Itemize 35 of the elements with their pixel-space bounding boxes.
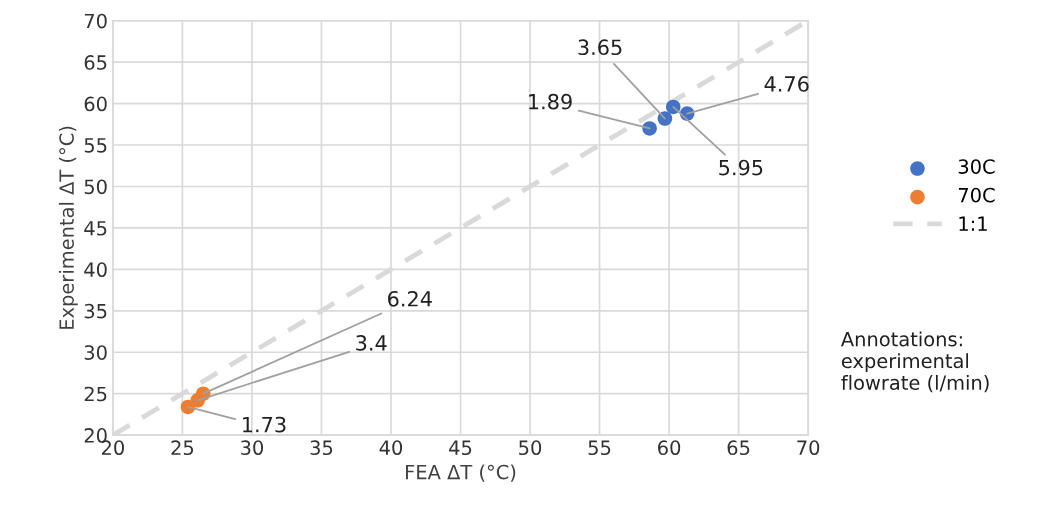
annotation: 3.4 — [356, 335, 387, 351]
y-tick-label: 70 — [84, 13, 107, 29]
y-tick-label: 35 — [84, 303, 107, 319]
x-tick-label: 40 — [379, 440, 403, 456]
x-tick-label: 35 — [310, 440, 333, 456]
y-tick-label: 25 — [84, 386, 107, 402]
point — [665, 99, 681, 115]
x-tick-label: 55 — [588, 440, 611, 456]
y-tick-label: 30 — [84, 345, 107, 360]
y-tick-label: 55 — [84, 138, 107, 153]
y-tick-label: 45 — [84, 221, 107, 236]
annotation: 5.95 — [719, 159, 763, 176]
y-tick-label: 60 — [84, 96, 107, 112]
annotation: 4.76 — [764, 76, 809, 92]
x-tick-label: 45 — [449, 440, 472, 456]
legend-label: 70C — [958, 187, 995, 203]
x-tick-label: 50 — [519, 440, 542, 456]
text: Annotations: experimental flowrate (l/min) — [840, 331, 989, 393]
y-tick-label: 65 — [84, 55, 107, 70]
point — [657, 111, 673, 126]
x-axis-title: FEA ΔT (°C) — [406, 464, 516, 482]
x-tick-label: 70 — [797, 440, 820, 456]
annotation: 3.65 — [578, 39, 622, 56]
x-tick-label: 30 — [241, 440, 264, 456]
annotation: 1.73 — [243, 416, 286, 433]
y-tick-label: 50 — [84, 179, 107, 195]
legend-label: 30C — [958, 159, 995, 174]
annotation: 6.24 — [388, 290, 432, 307]
x-tick-label: 25 — [171, 440, 194, 456]
legend-label: 1:1 — [959, 216, 987, 231]
annotation: 1.89 — [529, 93, 572, 110]
x-tick-label: 65 — [727, 440, 750, 456]
y-tick-label: 40 — [84, 262, 107, 278]
y-axis-title: Experimental ΔT (°C) — [58, 126, 78, 329]
x-tick-label: 60 — [658, 440, 681, 456]
